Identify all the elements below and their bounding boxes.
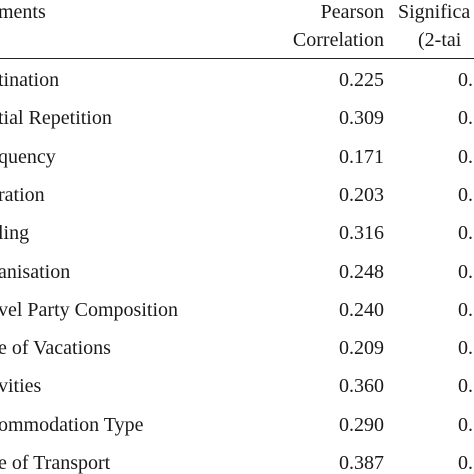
correlation-value: 0.387 — [339, 452, 384, 474]
row-label: e of Transport — [0, 452, 111, 474]
correlation-value: 0.248 — [339, 260, 384, 283]
row-label: vel Party Composition — [0, 298, 178, 321]
correlation-value: 0.171 — [339, 145, 384, 168]
row-label: tial Repetition — [0, 107, 112, 130]
correlation-value: 0.290 — [339, 413, 384, 436]
correlation-value: 0.309 — [339, 107, 384, 130]
row-label: ling — [0, 222, 30, 245]
header-cell: ments — [0, 1, 46, 23]
significance-value: 0. — [458, 222, 473, 245]
row-label: tination — [0, 69, 60, 91]
significance-value: 0. — [458, 145, 473, 168]
significance-value: 0. — [458, 375, 473, 398]
correlation-value: 0.225 — [339, 69, 384, 91]
significance-value: 0. — [458, 183, 473, 206]
header-cell: Significa — [398, 1, 471, 23]
row-label: ration — [0, 183, 45, 206]
row-label: vities — [0, 375, 42, 398]
significance-value: 0. — [458, 298, 473, 321]
correlation-value: 0.360 — [339, 375, 384, 398]
row-label: e of Vacations — [0, 337, 111, 360]
correlation-value: 0.209 — [339, 337, 384, 360]
significance-value: 0. — [458, 337, 473, 360]
correlation-value: 0.203 — [339, 183, 384, 206]
significance-value: 0. — [458, 107, 473, 130]
row-label: quency — [0, 145, 56, 168]
significance-value: 0. — [458, 260, 473, 283]
correlation-value: 0.316 — [339, 222, 384, 245]
header-cell: (2-tai — [418, 29, 462, 51]
significance-value: 0. — [458, 452, 473, 474]
significance-value: 0. — [458, 413, 473, 436]
significance-value: 0. — [458, 69, 473, 91]
header-rule — [0, 58, 474, 59]
row-label: anisation — [0, 260, 71, 283]
row-label: ommodation Type — [0, 413, 144, 436]
header-cell: Pearson — [320, 1, 384, 23]
header-cell: Correlation — [292, 29, 384, 51]
correlation-value: 0.240 — [339, 298, 384, 321]
